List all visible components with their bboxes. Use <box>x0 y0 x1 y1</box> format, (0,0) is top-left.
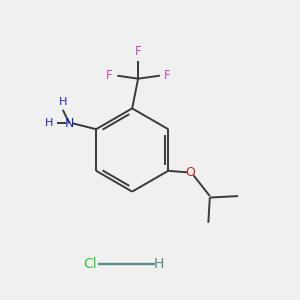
Text: F: F <box>135 45 141 58</box>
Text: Cl: Cl <box>84 257 98 272</box>
Text: F: F <box>164 69 171 82</box>
Text: H: H <box>45 118 53 128</box>
Text: O: O <box>186 166 195 179</box>
Text: H: H <box>154 257 164 272</box>
Text: H: H <box>59 97 67 107</box>
Text: F: F <box>106 69 113 82</box>
Text: N: N <box>65 117 74 130</box>
